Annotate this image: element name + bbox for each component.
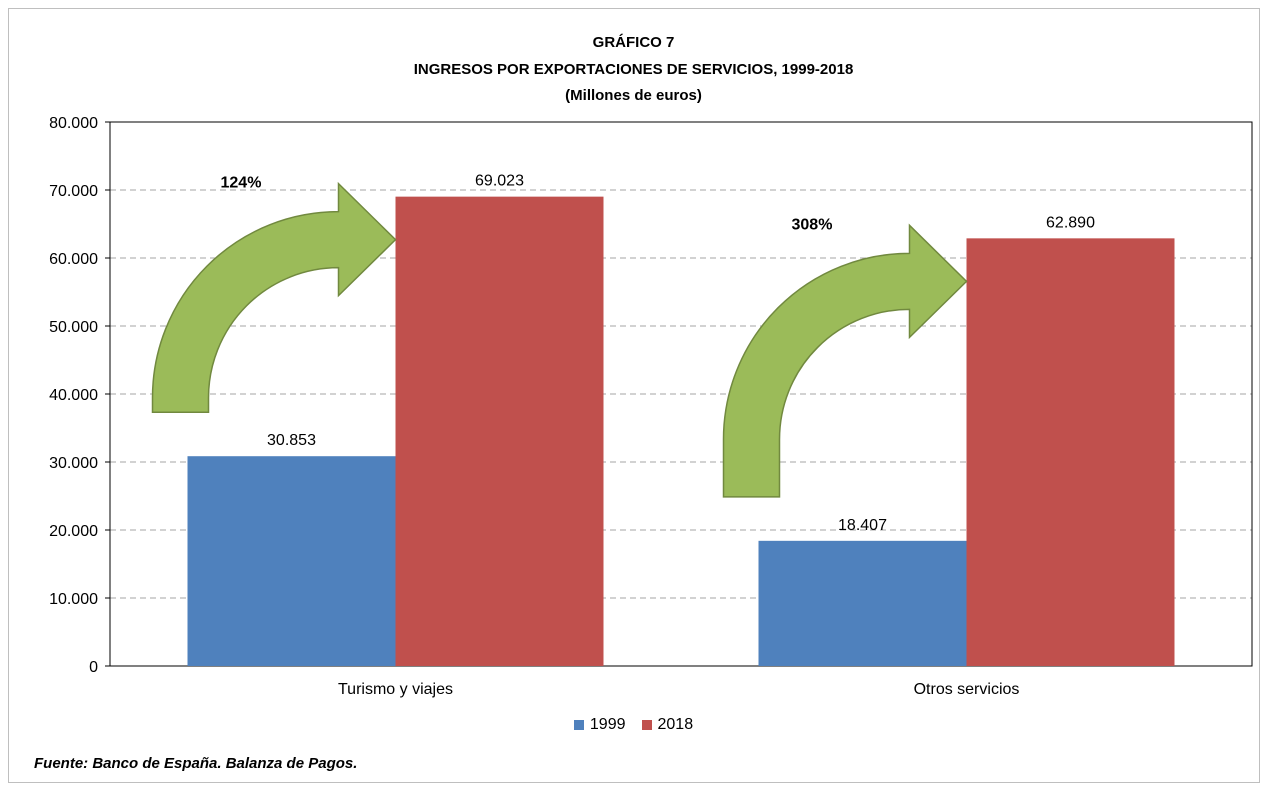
bar-2018 <box>395 196 604 666</box>
y-tick-label: 60.000 <box>49 251 98 268</box>
growth-arrow-icon <box>151 181 397 413</box>
growth-arrow-icon <box>722 223 968 498</box>
growth-percentage-label: 308% <box>792 216 833 233</box>
bar-1999 <box>187 456 396 666</box>
data-label: 18.407 <box>838 517 887 534</box>
x-category-label: Turismo y viajes <box>338 681 453 698</box>
chart-title: GRÁFICO 7 <box>592 34 675 51</box>
growth-percentage-label: 124% <box>221 175 262 192</box>
data-label: 62.890 <box>1046 214 1095 231</box>
y-tick-label: 10.000 <box>49 591 98 608</box>
y-tick-label: 30.000 <box>49 455 98 472</box>
legend: 1999 2018 <box>0 716 1267 735</box>
x-category-label: Otros servicios <box>914 681 1020 698</box>
y-tick-label: 20.000 <box>49 523 98 540</box>
chart-units-note: (Millones de euros) <box>565 87 702 104</box>
y-tick-label: 0 <box>89 659 98 676</box>
chart-subtitle: INGRESOS POR EXPORTACIONES DE SERVICIOS,… <box>413 61 854 78</box>
y-tick-label: 70.000 <box>49 183 98 200</box>
legend-item-2018: 2018 <box>641 716 694 734</box>
legend-swatch <box>573 720 584 730</box>
y-tick-label: 80.000 <box>49 115 98 132</box>
bar-1999 <box>758 540 967 666</box>
plot-area <box>109 121 1253 667</box>
data-label: 69.023 <box>475 173 524 190</box>
bar-2018 <box>966 238 1175 666</box>
legend-item-1999: 1999 <box>573 716 626 734</box>
y-tick-label: 40.000 <box>49 387 98 404</box>
legend-swatch <box>641 720 652 730</box>
source-note: Fuente: Banco de España. Balanza de Pago… <box>34 755 358 772</box>
legend-label: 1999 <box>589 716 626 733</box>
data-label: 30.853 <box>267 432 316 449</box>
chart-frame <box>8 8 1260 783</box>
legend-label: 2018 <box>657 716 694 733</box>
y-tick-label: 50.000 <box>49 319 98 336</box>
